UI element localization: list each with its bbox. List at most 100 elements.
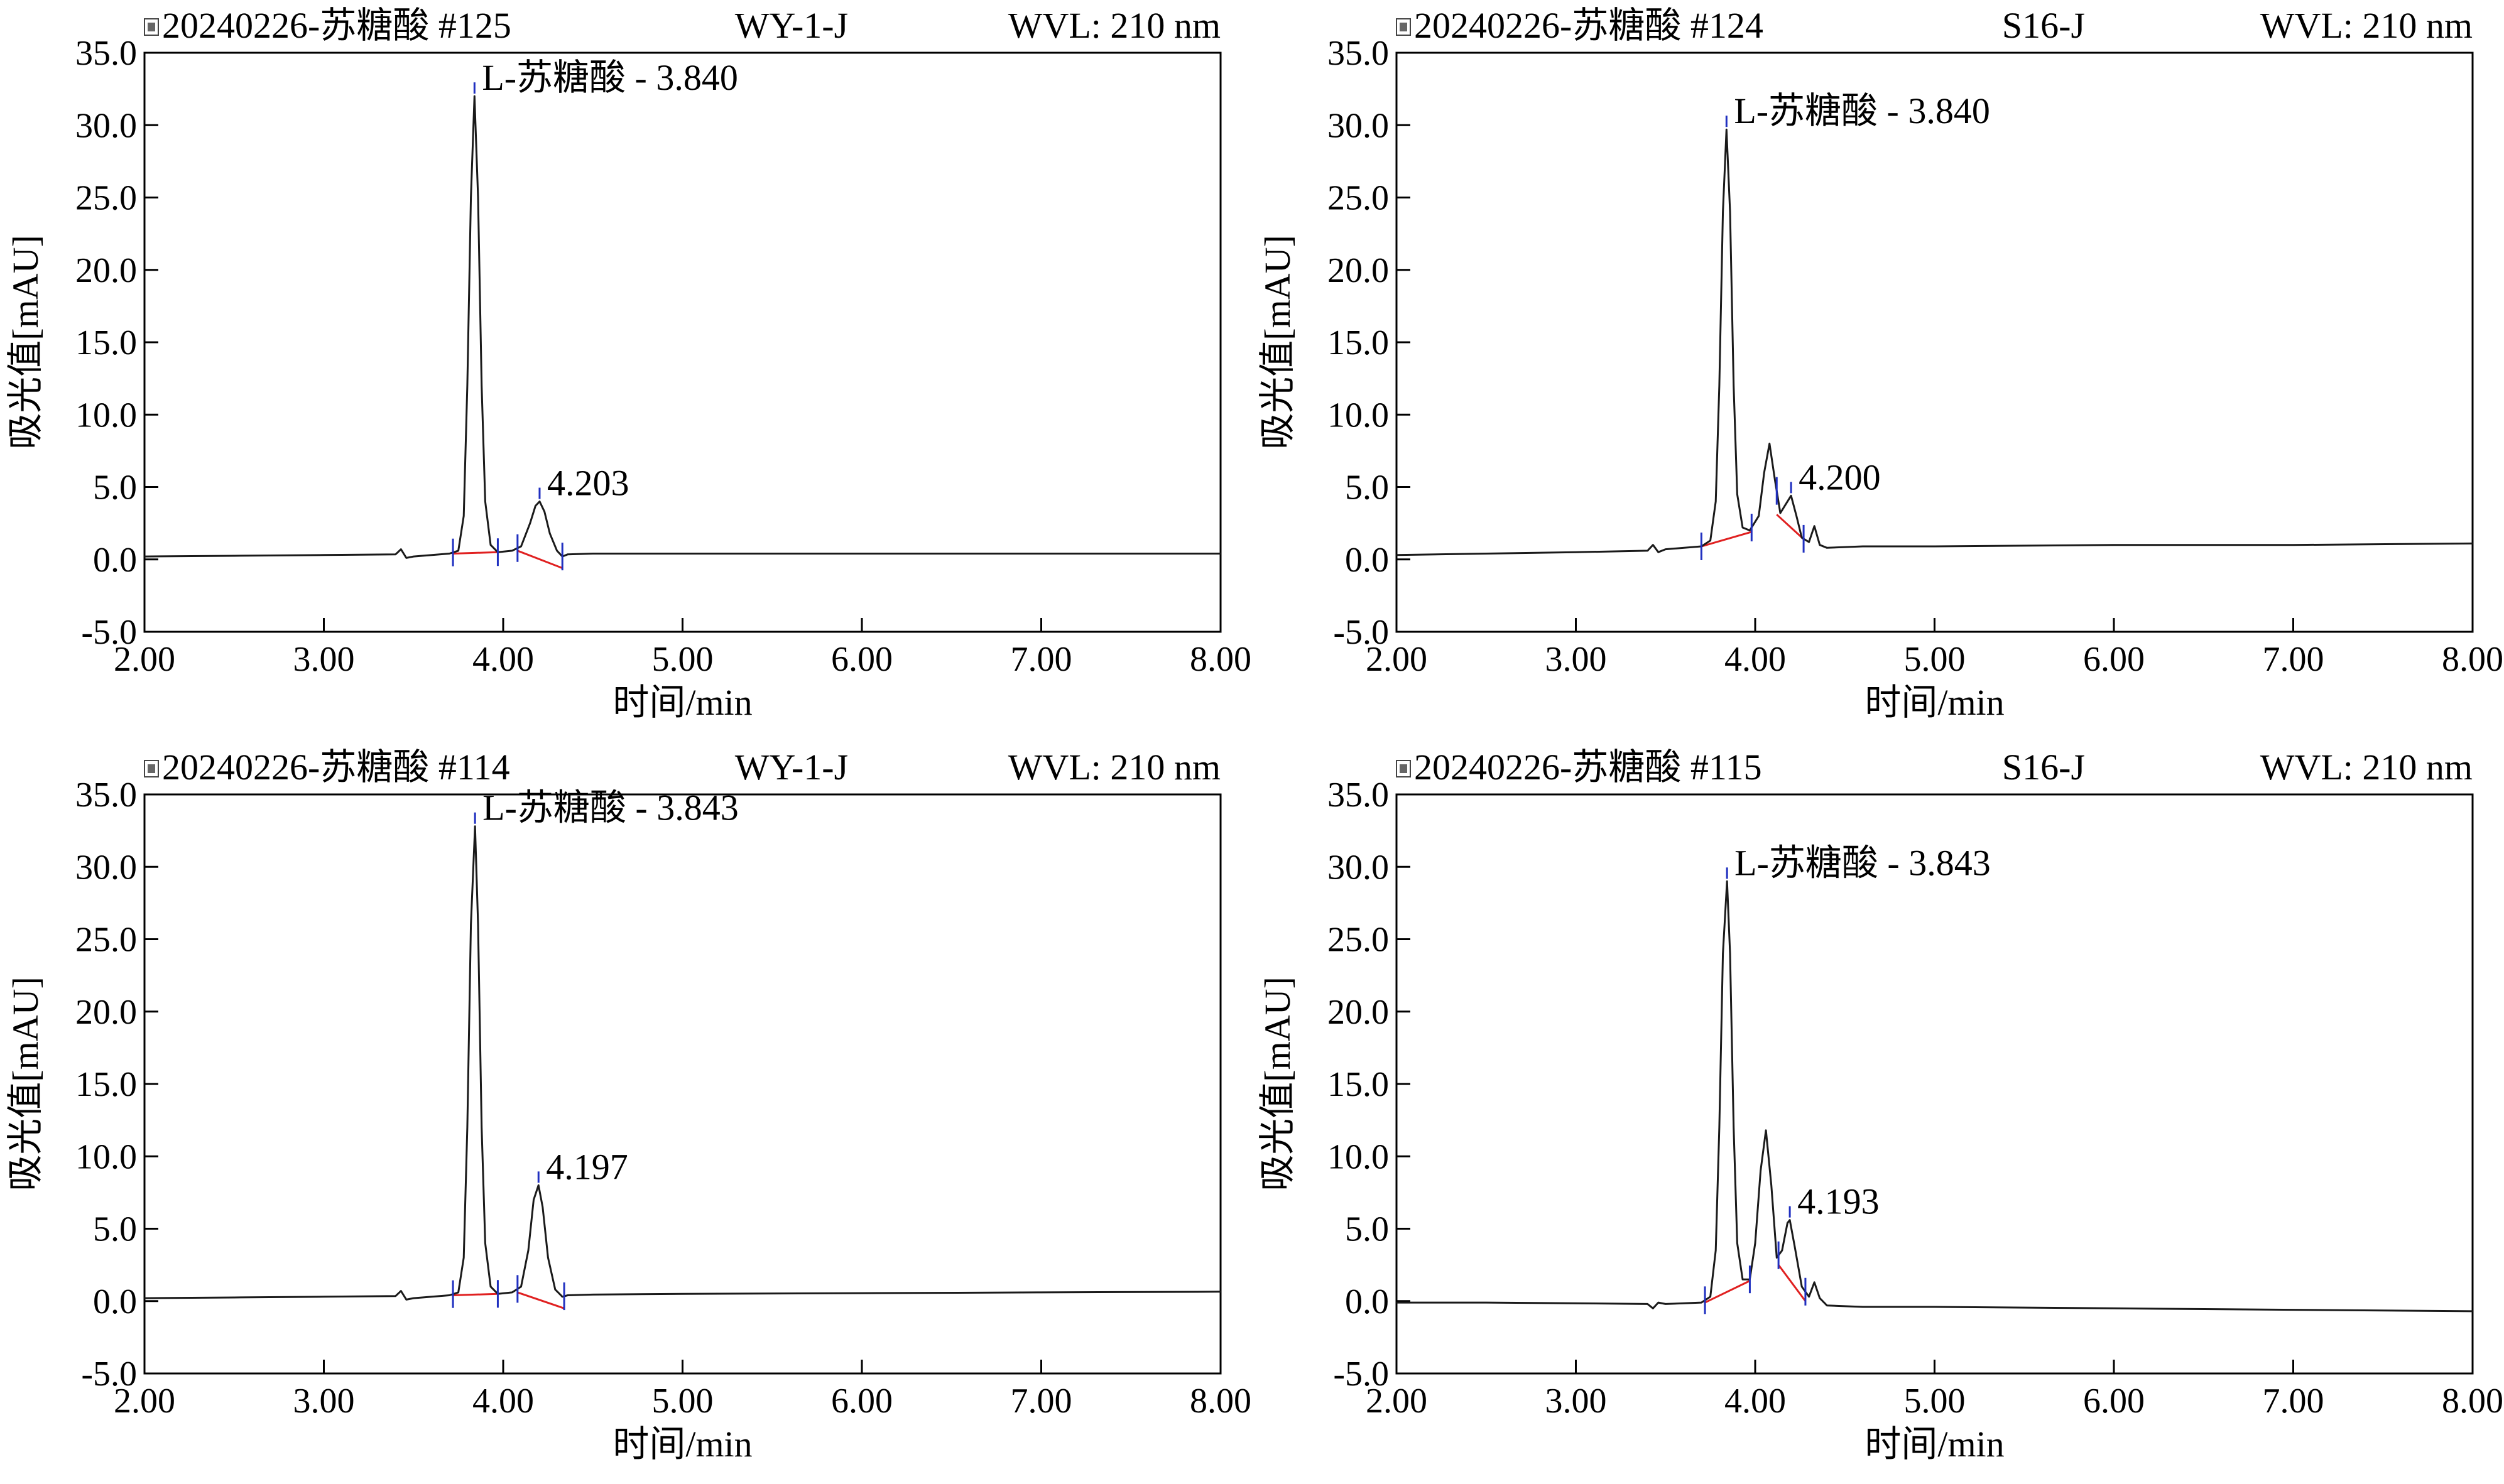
x-tick-label: 2.00: [114, 640, 175, 679]
y-tick-label: 10.0: [75, 396, 137, 435]
peak-label: L-苏糖酸 - 3.840: [482, 57, 738, 98]
integration-baseline: [1704, 1280, 1751, 1304]
x-tick-label: 2.00: [114, 1382, 175, 1421]
x-tick-label: 6.00: [831, 1382, 893, 1421]
sample-icon-fill: [1400, 764, 1407, 773]
y-tick-label: -5.0: [1333, 613, 1389, 652]
y-tick-label: -5.0: [81, 613, 137, 652]
x-tick-label: 3.00: [1545, 640, 1607, 679]
y-tick-label: 35.0: [1327, 776, 1389, 815]
integration-baseline: [517, 550, 563, 569]
sample-icon-fill: [148, 23, 155, 31]
peak-label: 4.193: [1797, 1181, 1880, 1222]
y-tick-label: 30.0: [75, 106, 137, 145]
run-title: 20240226-苏糖酸 #114: [162, 747, 510, 788]
run-title: 20240226-苏糖酸 #124: [1414, 5, 1763, 46]
x-tick-label: 5.00: [1904, 640, 1966, 679]
y-tick-label: 5.0: [93, 1210, 137, 1249]
x-tick-label: 4.00: [472, 1382, 534, 1421]
y-tick-label: 10.0: [75, 1137, 137, 1176]
sample-icon-fill: [148, 764, 155, 773]
y-axis-title: 吸光值[mAU]: [1257, 235, 1298, 450]
y-tick-label: 15.0: [75, 323, 137, 362]
integration-baseline: [1777, 1264, 1807, 1302]
run-title: 20240226-苏糖酸 #125: [162, 5, 511, 46]
y-axis-title: 吸光值[mAU]: [5, 235, 46, 450]
y-tick-label: 15.0: [1327, 323, 1389, 362]
y-tick-label: 25.0: [1327, 921, 1389, 960]
y-tick-label: 35.0: [75, 34, 137, 73]
sample-icon: [144, 760, 159, 777]
sample-name: WY-1-J: [735, 747, 848, 788]
x-axis-title: 时间/min: [1864, 1424, 2004, 1465]
x-tick-label: 6.00: [2083, 1382, 2145, 1421]
x-tick-label: 7.00: [2263, 1382, 2324, 1421]
x-axis-title: 时间/min: [1864, 682, 2004, 723]
x-axis-title: 时间/min: [612, 682, 752, 723]
x-tick-label: 4.00: [472, 640, 534, 679]
y-tick-label: -5.0: [1333, 1355, 1389, 1394]
y-tick-label: 5.0: [93, 468, 137, 507]
x-tick-label: 3.00: [1545, 1382, 1607, 1421]
x-tick-label: 2.00: [1366, 1382, 1427, 1421]
y-axis-title: 吸光值[mAU]: [5, 977, 46, 1191]
x-tick-label: 4.00: [1724, 640, 1786, 679]
wavelength-label: WVL: 210 nm: [1008, 747, 1221, 788]
integration-baseline: [453, 1292, 498, 1297]
integration-baseline: [517, 1291, 565, 1309]
peak-label: 4.203: [547, 463, 629, 504]
run-title: 20240226-苏糖酸 #115: [1414, 747, 1762, 788]
y-tick-label: 0.0: [93, 1282, 137, 1321]
chromatogram-panel-2: 20240226-苏糖酸 #124 S16-J WVL: 210 nm -5.0 0.0…: [1257, 5, 2503, 723]
x-tick-label: 6.00: [831, 640, 893, 679]
x-tick-label: 7.00: [2263, 640, 2324, 679]
chromatogram-panel-1: 20240226-苏糖酸 #125 WY-1-J WVL: 210 nm -5.0 0.…: [5, 5, 1251, 723]
y-axis-title: 吸光值[mAU]: [1257, 977, 1298, 1191]
plot-frame: [143, 793, 1222, 1375]
chromatogram-trace: [1396, 880, 2473, 1313]
integration-baseline: [1776, 514, 1805, 540]
y-tick-label: 0.0: [1345, 1282, 1389, 1321]
x-tick-label: 2.00: [1366, 640, 1427, 679]
x-tick-label: 8.00: [2442, 1382, 2503, 1421]
wavelength-label: WVL: 210 nm: [2260, 5, 2473, 46]
y-tick-label: 10.0: [1327, 396, 1389, 435]
x-tick-label: 3.00: [293, 1382, 355, 1421]
x-tick-label: 5.00: [652, 1382, 714, 1421]
y-tick-label: 25.0: [1327, 179, 1389, 218]
wavelength-label: WVL: 210 nm: [1008, 5, 1221, 46]
y-tick-label: 20.0: [75, 251, 137, 290]
peak-label: 4.200: [1799, 457, 1881, 497]
integration-baseline: [1701, 531, 1752, 548]
y-tick-label: 15.0: [1327, 1065, 1389, 1104]
y-tick-label: 20.0: [1327, 993, 1389, 1032]
y-tick-label: 25.0: [75, 179, 137, 218]
x-tick-label: 5.00: [1904, 1382, 1966, 1421]
y-tick-label: 20.0: [1327, 251, 1389, 290]
chromatogram-trace: [144, 825, 1221, 1301]
chromatogram-panel-3: 20240226-苏糖酸 #114 WY-1-J WVL: 210 nm -5.0 0.…: [5, 747, 1251, 1465]
sample-icon: [1396, 18, 1411, 36]
wavelength-label: WVL: 210 nm: [2260, 747, 2473, 788]
y-tick-label: 0.0: [93, 541, 137, 580]
y-tick-label: 30.0: [75, 848, 137, 887]
x-tick-label: 4.00: [1724, 1382, 1786, 1421]
sample-name: WY-1-J: [735, 5, 848, 46]
x-tick-label: 6.00: [2083, 640, 2145, 679]
y-tick-label: 0.0: [1345, 541, 1389, 580]
peak-label: L-苏糖酸 - 3.843: [482, 788, 739, 828]
x-tick-label: 7.00: [1011, 640, 1072, 679]
x-axis-title: 时间/min: [612, 1424, 752, 1465]
peak-label: 4.197: [546, 1146, 628, 1187]
y-tick-label: 35.0: [75, 776, 137, 815]
peak-label: L-苏糖酸 - 3.840: [1734, 90, 1990, 131]
x-tick-label: 3.00: [293, 640, 355, 679]
sample-icon-fill: [1400, 23, 1407, 31]
y-tick-label: 25.0: [75, 921, 137, 960]
x-tick-label: 8.00: [1190, 640, 1251, 679]
chromatogram-trace: [1396, 128, 2473, 556]
sample-icon: [144, 18, 159, 36]
y-tick-label: 35.0: [1327, 34, 1389, 73]
sample-name: S16-J: [2002, 5, 2085, 46]
chromatogram-trace: [144, 95, 1221, 559]
